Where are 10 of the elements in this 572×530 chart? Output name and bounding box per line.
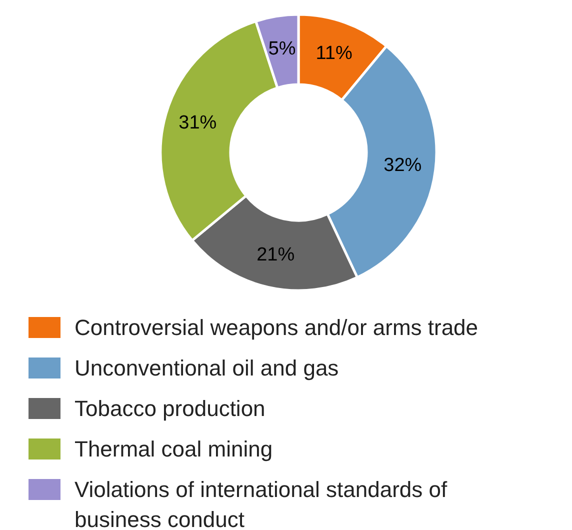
legend-label: Violations of international standards of business conduct <box>74 477 448 530</box>
data-label: 31% <box>178 112 217 134</box>
data-label: 5% <box>268 38 296 60</box>
data-label: 32% <box>384 155 422 176</box>
legend-label: Thermal coal mining <box>74 436 273 462</box>
data-label: 11% <box>316 43 352 64</box>
legend-label: Unconventional oil and gas <box>74 356 339 380</box>
data-label: 21% <box>256 244 295 266</box>
legend-label: Tobacco production <box>74 396 266 421</box>
legend-label: Controversial weapons and/or arms trade <box>74 315 478 340</box>
